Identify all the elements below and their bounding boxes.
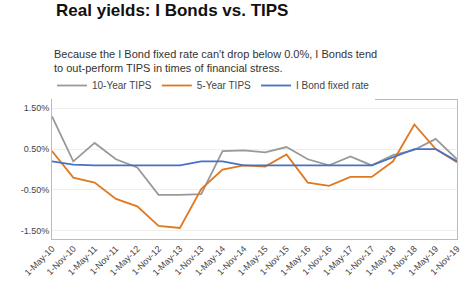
svg-text:1-Nov-11: 1-Nov-11 (88, 244, 121, 277)
svg-text:10-Year TIPS: 10-Year TIPS (92, 80, 152, 91)
svg-text:-1.50%: -1.50% (21, 226, 50, 236)
svg-text:-0.50%: -0.50% (21, 185, 50, 195)
svg-text:1-May-11: 1-May-11 (66, 244, 99, 277)
svg-text:Real yields: I Bonds vs. TIPS: Real yields: I Bonds vs. TIPS (56, 1, 288, 20)
svg-text:Because the I Bond fixed rate: Because the I Bond fixed rate can't drop… (54, 48, 377, 74)
svg-text:1-Nov-15: 1-Nov-15 (258, 244, 291, 277)
svg-text:5-Year TIPS: 5-Year TIPS (197, 80, 251, 91)
svg-text:1-Nov-13: 1-Nov-13 (173, 244, 206, 277)
svg-text:1-May-15: 1-May-15 (236, 244, 270, 278)
svg-text:1-Nov-18: 1-Nov-18 (386, 244, 419, 277)
svg-text:1-Nov-12: 1-Nov-12 (130, 244, 163, 277)
svg-text:1-May-14: 1-May-14 (193, 244, 227, 278)
svg-text:1-Nov-17: 1-Nov-17 (343, 244, 376, 277)
svg-text:1-Nov-10: 1-Nov-10 (45, 244, 78, 277)
svg-text:1-Nov-19: 1-Nov-19 (428, 244, 461, 277)
svg-text:1-Nov-14: 1-Nov-14 (215, 244, 248, 277)
svg-text:1.50%: 1.50% (24, 103, 50, 113)
svg-text:1-Nov-16: 1-Nov-16 (300, 244, 333, 277)
svg-text:1-May-16: 1-May-16 (278, 244, 312, 278)
svg-text:1-May-18: 1-May-18 (364, 244, 398, 278)
svg-text:0.50%: 0.50% (24, 144, 50, 154)
svg-text:1-May-10: 1-May-10 (23, 244, 57, 278)
svg-text:1-May-19: 1-May-19 (406, 244, 440, 278)
svg-text:1-May-13: 1-May-13 (151, 244, 185, 278)
svg-text:1-May-17: 1-May-17 (321, 244, 355, 278)
svg-text:1-May-12: 1-May-12 (108, 244, 142, 278)
svg-text:I Bond fixed rate: I Bond fixed rate (296, 80, 369, 91)
